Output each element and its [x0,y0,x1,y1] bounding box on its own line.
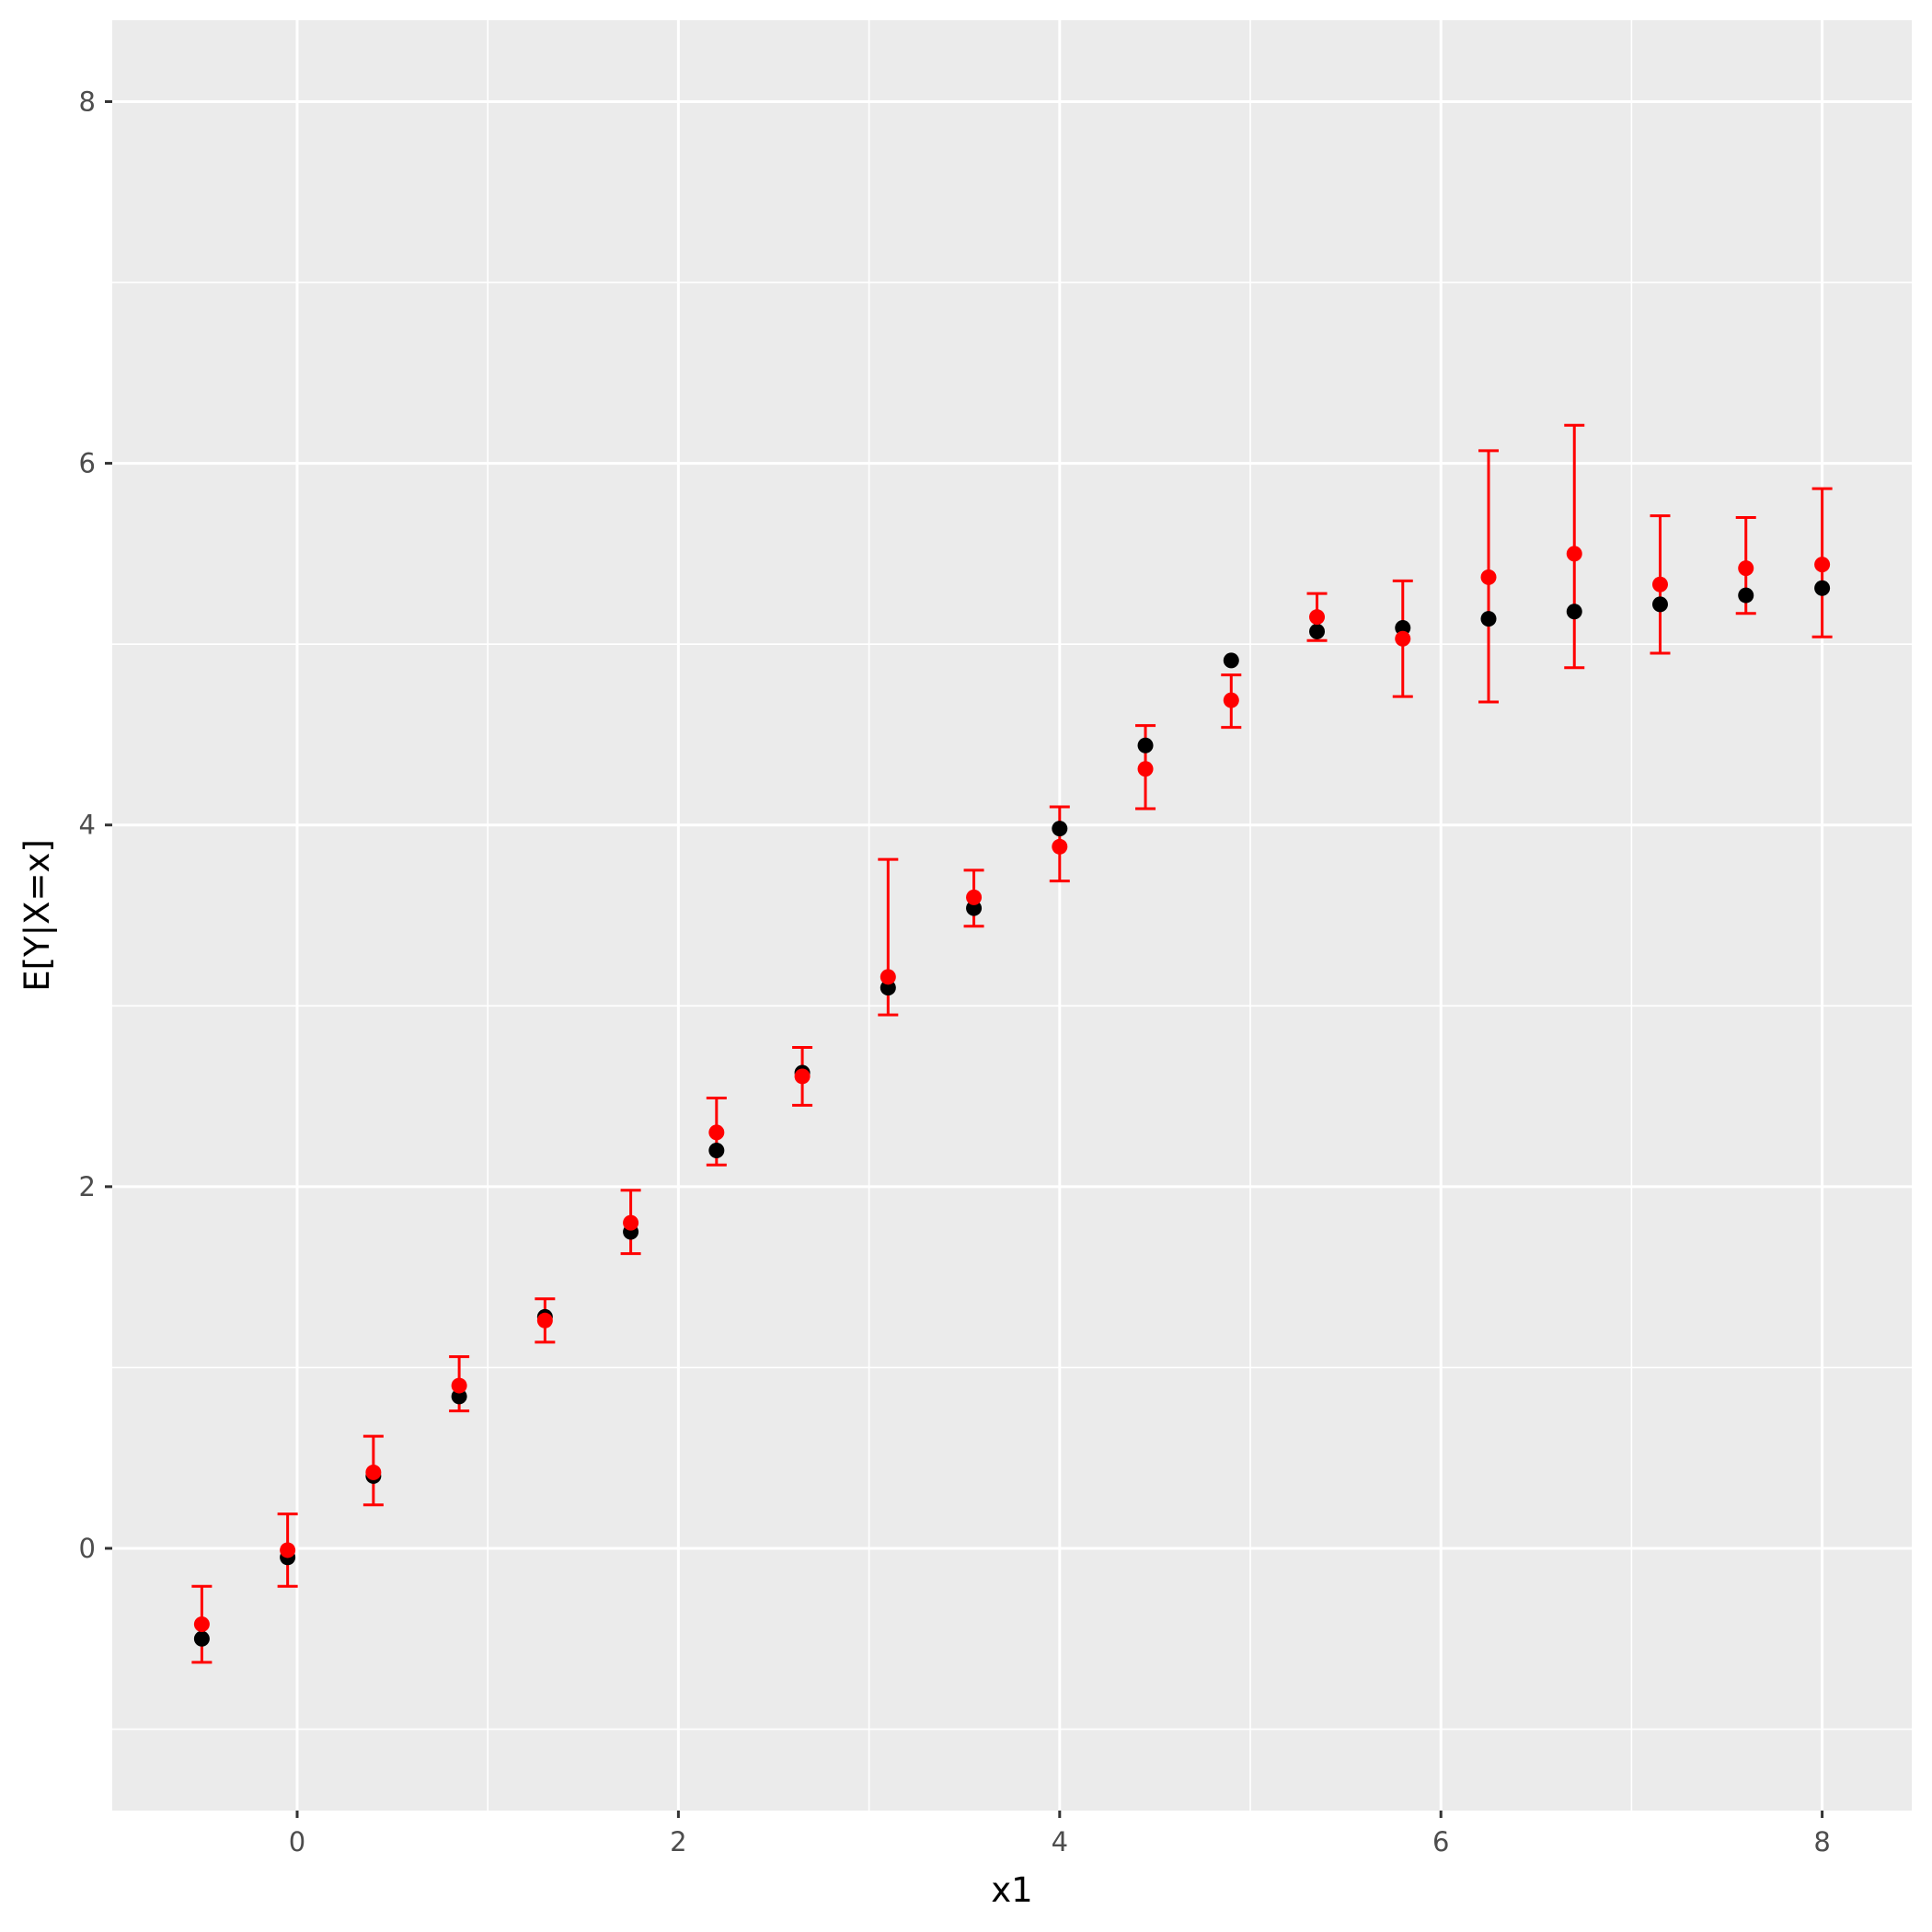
grid-major [112,20,1912,1811]
estimate-point [1651,576,1668,592]
estimate-point [193,1616,210,1633]
y-tick-label: 8 [79,86,96,117]
x-axis-title: x1 [991,1870,1032,1910]
truth-point [1814,580,1831,596]
plot-panel [112,20,1912,1811]
truth-point [1480,611,1497,627]
truth-point [1137,737,1154,753]
truth-point [966,900,983,916]
truth-point [1395,619,1411,636]
estimate-point [365,1464,382,1480]
x-tick-label: 4 [1052,1826,1068,1857]
estimate-point [1566,546,1582,562]
grid-minor [112,20,1912,1811]
truth-point [1566,604,1582,620]
estimate-point [280,1542,296,1558]
x-tick-label: 8 [1813,1826,1830,1857]
truth-point [451,1388,467,1405]
truth-point [1738,587,1754,604]
estimate-point [1223,692,1239,708]
estimate-point [1738,560,1754,577]
x-tick-label: 2 [670,1826,686,1857]
estimate-point [1395,630,1411,647]
y-axis: 0 2 4 6 8 [79,86,112,1564]
y-tick-label: 4 [79,810,96,841]
estimate-point [1814,557,1831,573]
estimate-point [1052,838,1068,855]
x-tick-label: 0 [289,1826,305,1857]
truth-point [880,980,896,996]
estimate-point [1480,569,1497,585]
truth-point [708,1143,725,1159]
estimate-point [794,1068,811,1085]
truth-point [193,1630,210,1647]
estimate-point [880,969,896,985]
y-axis-title: E[Y|X=x] [17,839,57,992]
truth-point [1309,623,1326,639]
truth-points [193,580,1831,1647]
estimate-point [1137,761,1154,777]
estimate-point [708,1124,725,1141]
y-tick-label: 0 [79,1533,96,1564]
y-tick-label: 2 [79,1171,96,1202]
estimate-points [193,546,1831,1633]
estimate-point [536,1312,553,1328]
truth-point [1223,652,1239,669]
truth-point [1052,821,1068,837]
estimate-point [966,889,983,905]
x-axis: 0 2 4 6 8 [289,1811,1831,1857]
x-tick-label: 6 [1432,1826,1449,1857]
estimate-point [623,1214,639,1231]
truth-point [1651,596,1668,613]
estimate-point [451,1377,467,1394]
y-tick-label: 6 [79,448,96,479]
estimate-point [1309,609,1326,626]
